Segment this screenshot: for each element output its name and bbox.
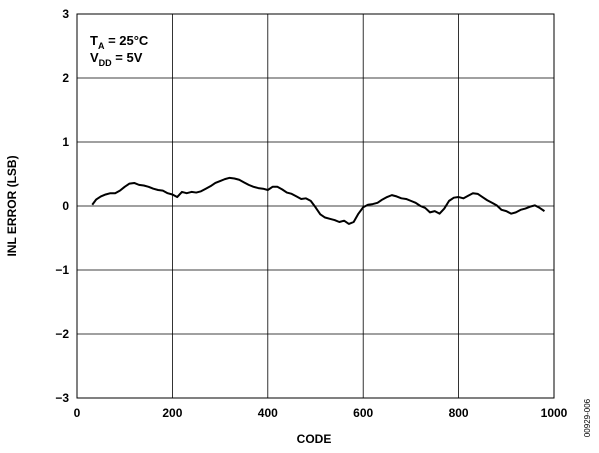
x-tick-label: 600 xyxy=(353,406,373,420)
y-tick-label: −3 xyxy=(55,391,69,405)
x-tick-label: 200 xyxy=(162,406,182,420)
x-tick-label: 0 xyxy=(74,406,81,420)
y-tick-label: 0 xyxy=(62,199,69,213)
supply-voltage-annotation: VDD = 5V xyxy=(90,50,143,68)
y-axis-title: INL ERROR (LSB) xyxy=(5,155,19,256)
y-tick-label: −1 xyxy=(55,263,69,277)
x-axis-title: CODE xyxy=(297,432,332,446)
x-tick-label: 400 xyxy=(258,406,278,420)
x-tick-label: 800 xyxy=(449,406,469,420)
plot-frame xyxy=(76,13,555,399)
y-tick-label: 2 xyxy=(62,71,69,85)
y-tick-label: 3 xyxy=(62,7,69,21)
temperature-annotation: TA = 25°C xyxy=(90,33,149,51)
figure-id: 00929-006 xyxy=(583,398,592,437)
inl-error-line xyxy=(91,176,546,225)
y-tick-label: −2 xyxy=(55,327,69,341)
tick-labels: 0 200 400 600 800 1000 −3 −2 −1 0 1 2 3 xyxy=(55,7,567,420)
x-tick-label: 1000 xyxy=(541,406,568,420)
data-series xyxy=(91,176,546,225)
y-tick-label: 1 xyxy=(62,135,69,149)
